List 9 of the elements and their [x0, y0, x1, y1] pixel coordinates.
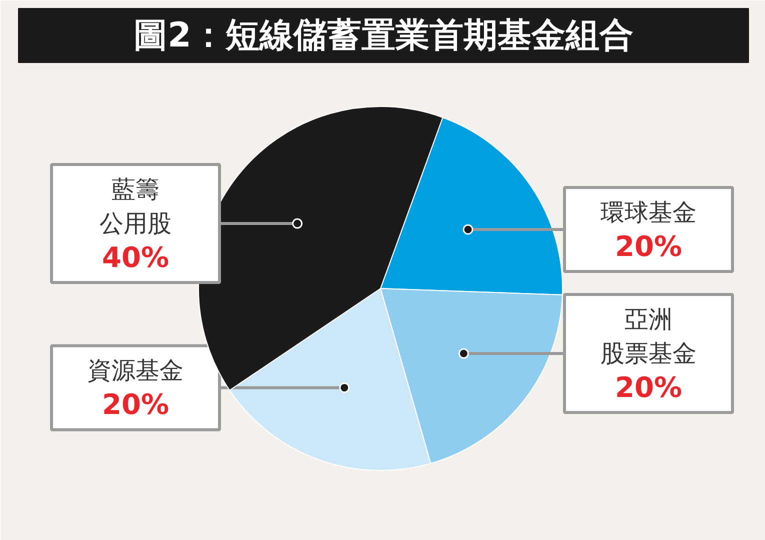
slice-label: 亞洲股票基金 [600, 305, 696, 368]
chart-title: 圖2：短線儲蓄置業首期基金組合 [134, 16, 634, 56]
data-label: 20% [614, 230, 682, 263]
data-label: 20% [614, 370, 682, 404]
slice-label: 環球基金 [600, 198, 696, 226]
slice-label: 藍籌公用股 [100, 176, 172, 238]
data-label: 40% [102, 241, 170, 274]
data-label: 20% [102, 388, 170, 422]
slice-label: 資源基金 [88, 356, 184, 385]
